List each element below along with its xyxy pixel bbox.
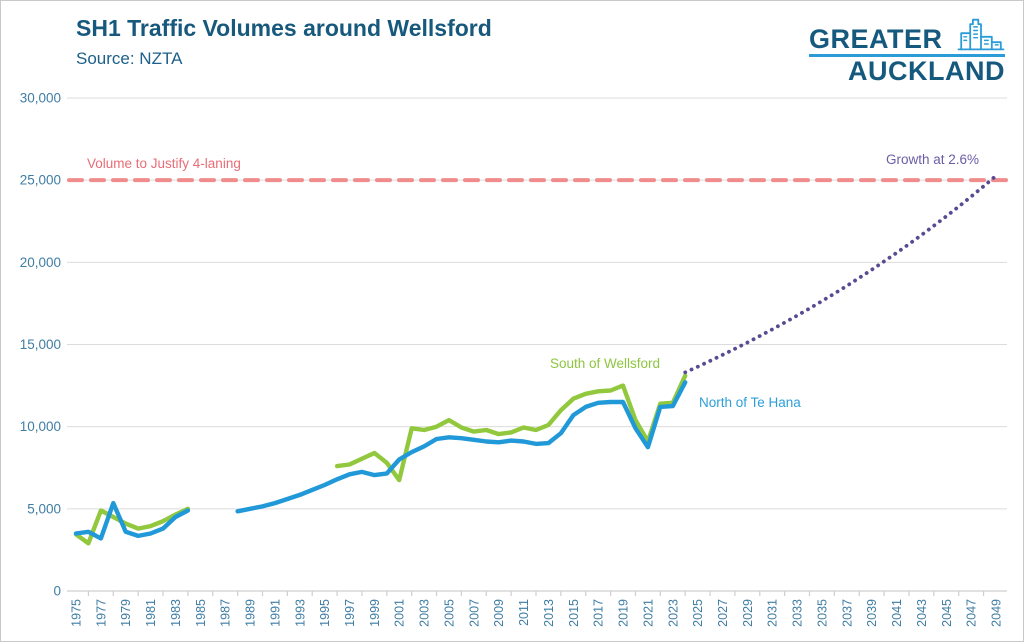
x-tick-label: 1987 bbox=[219, 599, 233, 627]
y-tick-label: 0 bbox=[53, 584, 61, 599]
x-tick-label: 2043 bbox=[915, 599, 929, 627]
series-line-south-of-wellsford bbox=[73, 506, 191, 546]
x-tick-label: 2035 bbox=[815, 599, 829, 627]
x-tick-label: 2045 bbox=[940, 599, 954, 627]
x-tick-label: 2023 bbox=[666, 599, 680, 627]
logo-text-auckland: AUCKLAND bbox=[848, 56, 1005, 86]
x-tick-label: 2049 bbox=[990, 599, 1004, 627]
y-tick-label: 15,000 bbox=[20, 337, 61, 352]
source-label: Source: NZTA bbox=[76, 49, 183, 68]
x-tick-label: 1977 bbox=[94, 599, 108, 627]
x-tick-label: 1979 bbox=[119, 599, 133, 627]
logo-row-auckland: AUCKLAND bbox=[809, 57, 1005, 85]
city-skyline-icon bbox=[957, 18, 1005, 51]
series-label-north-of-te-hana: North of Te Hana bbox=[699, 395, 801, 410]
x-tick-label: 1999 bbox=[368, 599, 382, 627]
x-tick-label: 1991 bbox=[268, 599, 282, 627]
series-line-north-of-te-hana bbox=[235, 380, 688, 514]
y-tick-label: 25,000 bbox=[20, 173, 61, 188]
x-tick-label: 2005 bbox=[442, 599, 456, 627]
x-tick-label: 2017 bbox=[592, 599, 606, 627]
x-tick-label: 2013 bbox=[542, 599, 556, 627]
x-tick-label: 1989 bbox=[244, 599, 258, 627]
x-tick-label: 2009 bbox=[492, 599, 506, 627]
greater-auckland-logo: GREATER AUCKLAND bbox=[809, 17, 1005, 85]
series-label-south-of-wellsford: South of Wellsford bbox=[550, 356, 661, 371]
x-tick-label: 2027 bbox=[716, 599, 730, 627]
projection-line bbox=[683, 173, 998, 375]
x-tick-label: 2011 bbox=[517, 599, 531, 626]
x-tick-label: 2039 bbox=[865, 599, 879, 627]
x-tick-label: 2015 bbox=[567, 599, 581, 627]
x-tick-label: 2003 bbox=[418, 599, 432, 627]
y-tick-label: 10,000 bbox=[20, 419, 61, 434]
y-tick-label: 20,000 bbox=[20, 255, 61, 270]
x-tick-label: 2025 bbox=[691, 599, 705, 627]
series-line-south-of-wellsford bbox=[334, 373, 688, 483]
x-tick-label: 2037 bbox=[840, 599, 854, 627]
x-tick-label: 2033 bbox=[791, 599, 805, 627]
x-tick-label: 2021 bbox=[641, 599, 655, 627]
x-tick-label: 2019 bbox=[617, 599, 631, 627]
y-tick-label: 5,000 bbox=[27, 501, 61, 516]
x-tick-label: 1983 bbox=[169, 599, 183, 627]
x-tick-label: 1993 bbox=[293, 599, 307, 627]
page-title: SH1 Traffic Volumes around Wellsford bbox=[76, 15, 492, 41]
x-tick-label: 1997 bbox=[343, 599, 357, 627]
x-tick-label: 2047 bbox=[965, 599, 979, 627]
x-tick-label: 2001 bbox=[393, 599, 407, 627]
projection-label: Growth at 2.6% bbox=[886, 152, 980, 167]
x-tick-label: 2007 bbox=[467, 599, 481, 627]
y-tick-label: 30,000 bbox=[20, 91, 61, 106]
x-tick-label: 1981 bbox=[144, 599, 158, 627]
x-tick-label: 1995 bbox=[318, 599, 332, 627]
logo-row-greater: GREATER bbox=[809, 17, 1005, 57]
logo-text-greater: GREATER bbox=[809, 24, 943, 54]
series-line-north-of-te-hana bbox=[73, 500, 191, 541]
x-tick-label: 2029 bbox=[741, 599, 755, 627]
x-tick-label: 2031 bbox=[766, 599, 780, 627]
x-tick-label: 2041 bbox=[890, 599, 904, 627]
x-tick-label: 1985 bbox=[194, 599, 208, 627]
x-tick-label: 1975 bbox=[70, 599, 84, 627]
reference-line-label: Volume to Justify 4-laning bbox=[87, 156, 241, 171]
